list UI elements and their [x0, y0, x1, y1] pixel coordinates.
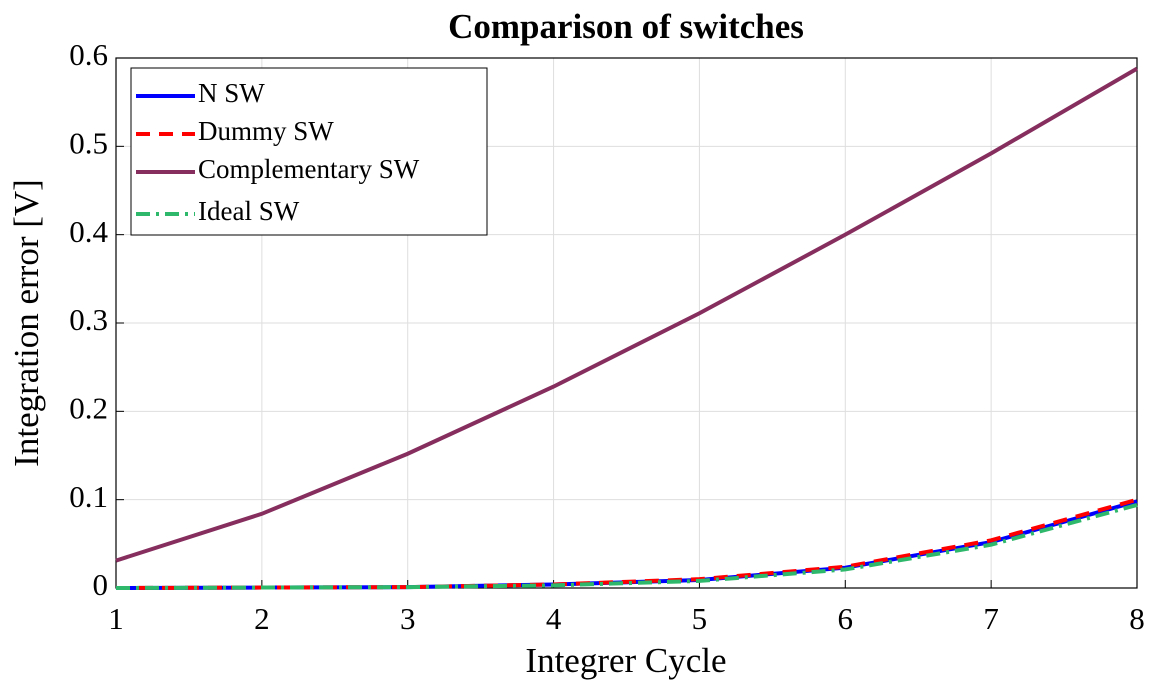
x-tick-label: 6	[838, 601, 854, 636]
chart-title: Comparison of switches	[448, 7, 804, 46]
legend-label: Ideal SW	[198, 196, 300, 226]
series-line	[115, 66, 1139, 563]
x-tick-label: 4	[546, 601, 562, 636]
x-tick-label: 3	[400, 601, 416, 636]
legend-label: N SW	[198, 78, 265, 108]
y-tick-label: 0.1	[69, 479, 108, 514]
y-tick-label: 0.2	[69, 390, 108, 425]
y-tick-label: 0.6	[69, 37, 108, 72]
plot-frame	[115, 57, 1138, 589]
legend-label: Complementary SW	[198, 154, 420, 184]
y-axis-label: Integration error [V]	[7, 179, 46, 467]
x-tick-label: 8	[1129, 601, 1145, 636]
x-axis-label: Integrer Cycle	[525, 641, 726, 680]
x-tick-label: 2	[254, 601, 270, 636]
x-tick-label: 7	[983, 601, 999, 636]
y-tick-label: 0	[93, 567, 109, 602]
legend-box	[130, 67, 488, 236]
x-tick-label: 1	[108, 601, 124, 636]
y-tick-label: 0.5	[69, 125, 108, 160]
series-line	[115, 503, 1138, 590]
y-tick-label: 0.4	[69, 214, 108, 249]
series-line	[115, 497, 1138, 590]
x-tick-label: 5	[692, 601, 708, 636]
y-tick-label: 0.3	[69, 302, 108, 337]
legend-label: Dummy SW	[198, 116, 334, 146]
